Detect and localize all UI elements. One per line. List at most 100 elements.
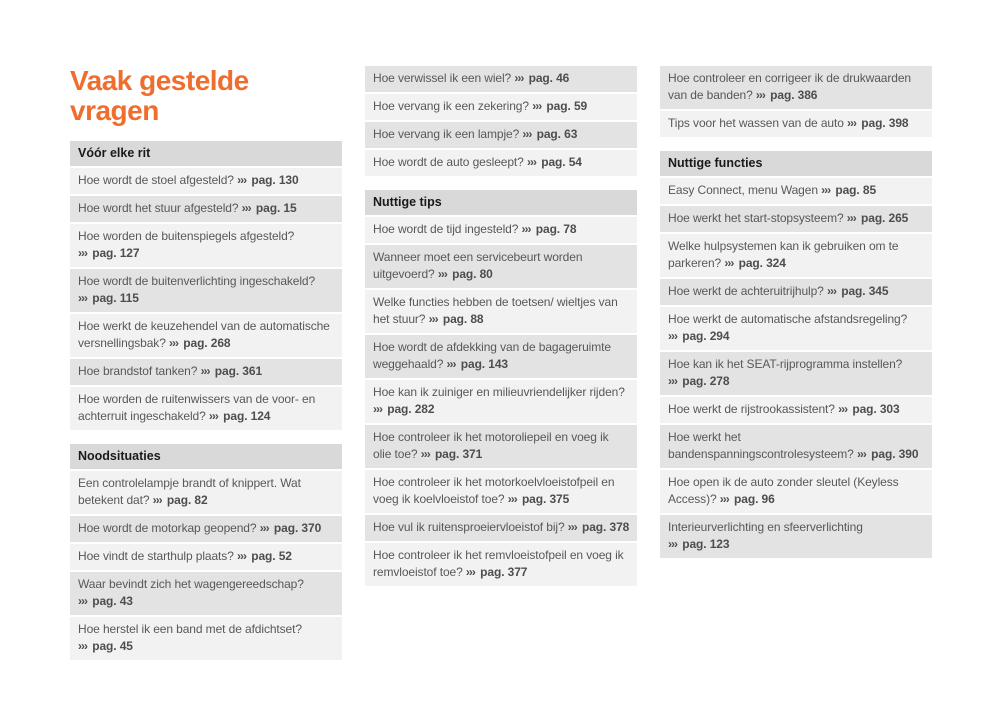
triple-chevron-icon: ››› xyxy=(237,549,247,563)
triple-chevron-icon: ››› xyxy=(507,492,518,506)
faq-item: Hoe werkt de achteruitrijhulp? ››› pag. … xyxy=(660,279,932,305)
page-reference-link[interactable]: ››› pag. 127 xyxy=(78,246,140,260)
page-reference-link[interactable]: ››› pag. 85 xyxy=(821,183,877,197)
triple-chevron-icon: ››› xyxy=(237,173,247,187)
page-reference-link[interactable]: ››› pag. 63 xyxy=(522,127,578,141)
triple-chevron-icon: ››› xyxy=(821,183,831,197)
page-reference-link[interactable]: ››› pag. 377 xyxy=(465,565,528,579)
page-reference-link[interactable]: ››› pag. 130 xyxy=(237,173,299,187)
page-reference-link[interactable]: ››› pag. 54 xyxy=(526,155,582,169)
triple-chevron-icon: ››› xyxy=(259,521,270,535)
faq-question: Hoe verwissel ik een wiel? xyxy=(373,71,515,85)
faq-item: Hoe herstel ik een band met de afdichtse… xyxy=(70,617,342,660)
faq-question: Welke hulpsystemen kan ik gebruiken om t… xyxy=(668,239,899,270)
page-reference-link[interactable]: ››› pag. 390 xyxy=(856,447,919,461)
triple-chevron-icon: ››› xyxy=(719,492,730,506)
faq-item: Hoe brandstof tanken? ››› pag. 361 xyxy=(70,359,342,385)
page-reference-link[interactable]: ››› pag. 345 xyxy=(826,284,889,298)
page-reference-link[interactable]: ››› pag. 15 xyxy=(241,201,297,215)
page-reference-link[interactable]: ››› pag. 303 xyxy=(838,402,900,416)
page-reference-link[interactable]: ››› pag. 82 xyxy=(152,493,208,507)
page-reference-link[interactable]: ››› pag. 386 xyxy=(755,88,818,102)
page-reference-link[interactable]: ››› pag. 265 xyxy=(846,211,909,225)
triple-chevron-icon: ››› xyxy=(465,565,476,579)
triple-chevron-icon: ››› xyxy=(532,99,542,113)
page-reference-link[interactable]: ››› pag. 123 xyxy=(668,537,730,551)
page-reference-link[interactable]: ››› pag. 294 xyxy=(668,329,730,343)
section-header: Vóór elke rit xyxy=(70,141,342,166)
faq-item: Hoe kan ik zuiniger en milieuvriendelijk… xyxy=(365,380,637,423)
faq-item: Hoe vervang ik een zekering? ››› pag. 59 xyxy=(365,94,637,120)
triple-chevron-icon: ››› xyxy=(846,211,857,225)
page-reference-link[interactable]: ››› pag. 43 xyxy=(78,594,133,608)
page-reference-link[interactable]: ››› pag. 278 xyxy=(668,374,730,388)
faq-question: Interieurverlichting en sfeerverlichting xyxy=(668,520,863,534)
faq-question: Hoe werkt de achteruitrijhulp? xyxy=(668,284,827,298)
triple-chevron-icon: ››› xyxy=(567,520,578,534)
page-reference-link[interactable]: ››› pag. 143 xyxy=(446,357,509,371)
triple-chevron-icon: ››› xyxy=(724,256,734,270)
faq-question: Easy Connect, menu Wagen xyxy=(668,183,822,197)
page-reference-link[interactable]: ››› pag. 46 xyxy=(514,71,570,85)
page-reference-link[interactable]: ››› pag. 375 xyxy=(507,492,570,506)
faq-question: Hoe wordt de motorkap geopend? xyxy=(78,521,260,535)
triple-chevron-icon: ››› xyxy=(668,537,678,551)
page-reference-link[interactable]: ››› pag. 378 xyxy=(567,520,630,534)
faq-item: Wanneer moet een servicebeurt worden uit… xyxy=(365,245,637,288)
page-reference-link[interactable]: ››› pag. 268 xyxy=(169,336,231,350)
page-reference-link[interactable]: ››› pag. 59 xyxy=(532,99,588,113)
page-reference-link[interactable]: ››› pag. 88 xyxy=(428,312,484,326)
triple-chevron-icon: ››› xyxy=(838,402,848,416)
faq-question: Hoe worden de buitenspiegels afgesteld? xyxy=(78,229,295,243)
page-reference-link[interactable]: ››› pag. 398 xyxy=(847,116,909,130)
faq-item: Welke functies hebben de toetsen/ wieltj… xyxy=(365,290,637,333)
faq-question: Hoe worden de ruitenwissers van de voor-… xyxy=(78,392,316,423)
page-reference-link[interactable]: ››› pag. 371 xyxy=(420,447,483,461)
faq-question: Hoe wordt de stoel afgesteld? xyxy=(78,173,238,187)
faq-question: Hoe werkt het start-stopsysteem? xyxy=(668,211,847,225)
faq-item: Hoe werkt de rijstrookassistent? ››› pag… xyxy=(660,397,932,423)
faq-item: Waar bevindt zich het wagengereedschap? … xyxy=(70,572,342,615)
triple-chevron-icon: ››› xyxy=(522,127,532,141)
triple-chevron-icon: ››› xyxy=(668,329,678,343)
faq-item: Hoe wordt de motorkap geopend? ››› pag. … xyxy=(70,516,342,542)
faq-question: Tips voor het wassen van de auto xyxy=(668,116,848,130)
faq-item: Hoe werkt de keuzehendel van de automati… xyxy=(70,314,342,357)
faq-content: Vaak gestelde vragen Vóór elke rit Hoe wo… xyxy=(70,66,932,662)
faq-item: Hoe controleer en corrigeer ik de drukwa… xyxy=(660,66,932,109)
faq-question: Wanneer moet een servicebeurt worden uit… xyxy=(373,250,583,281)
page-reference-link[interactable]: ››› pag. 115 xyxy=(78,291,139,305)
page-reference-link[interactable]: ››› pag. 45 xyxy=(78,639,133,653)
faq-item: Hoe wordt de auto gesleept? ››› pag. 54 xyxy=(365,150,637,176)
faq-item: Hoe open ik de auto zonder sleutel (Keyl… xyxy=(660,470,932,513)
triple-chevron-icon: ››› xyxy=(78,639,88,653)
faq-question: Hoe vul ik ruitensproeiervloeistof bij? xyxy=(373,520,568,534)
column-3-blocks: Hoe controleer en corrigeer ik de drukwa… xyxy=(660,66,932,558)
faq-item: Hoe wordt het stuur afgesteld? ››› pag. … xyxy=(70,196,342,222)
faq-item: Welke hulpsystemen kan ik gebruiken om t… xyxy=(660,234,932,277)
page-reference-link[interactable]: ››› pag. 80 xyxy=(437,267,493,281)
page-reference-link[interactable]: ››› pag. 78 xyxy=(521,222,577,236)
faq-item: Hoe controleer ik het motorkoelvloeistof… xyxy=(365,470,637,513)
page-reference-link[interactable]: ››› pag. 124 xyxy=(208,409,271,423)
faq-item: Hoe controleer ik het remvloeistofpeil e… xyxy=(365,543,637,586)
faq-question: Hoe kan ik zuiniger en milieuvriendelijk… xyxy=(373,385,625,399)
faq-question: Hoe controleer ik het remvloeistofpeil e… xyxy=(373,548,624,579)
faq-item: Hoe wordt de stoel afgesteld? ››› pag. 1… xyxy=(70,168,342,194)
faq-item: Hoe werkt het bandenspanningscontrolesys… xyxy=(660,425,932,468)
page-reference-link[interactable]: ››› pag. 324 xyxy=(724,256,786,270)
page-reference-link[interactable]: ››› pag. 361 xyxy=(200,364,263,378)
triple-chevron-icon: ››› xyxy=(78,594,88,608)
faq-question: Hoe controleer ik het motorkoelvloeistof… xyxy=(373,475,615,506)
page-reference-link[interactable]: ››› pag. 52 xyxy=(237,549,292,563)
triple-chevron-icon: ››› xyxy=(668,374,678,388)
faq-question: Hoe werkt de keuzehendel van de automati… xyxy=(78,319,330,350)
triple-chevron-icon: ››› xyxy=(755,88,766,102)
page-reference-link[interactable]: ››› pag. 370 xyxy=(259,521,322,535)
triple-chevron-icon: ››› xyxy=(152,493,163,507)
page-reference-link[interactable]: ››› pag. 96 xyxy=(719,492,775,506)
triple-chevron-icon: ››› xyxy=(200,364,211,378)
page-reference-link[interactable]: ››› pag. 282 xyxy=(373,402,435,416)
faq-question: Welke functies hebben de toetsen/ wieltj… xyxy=(373,295,618,326)
